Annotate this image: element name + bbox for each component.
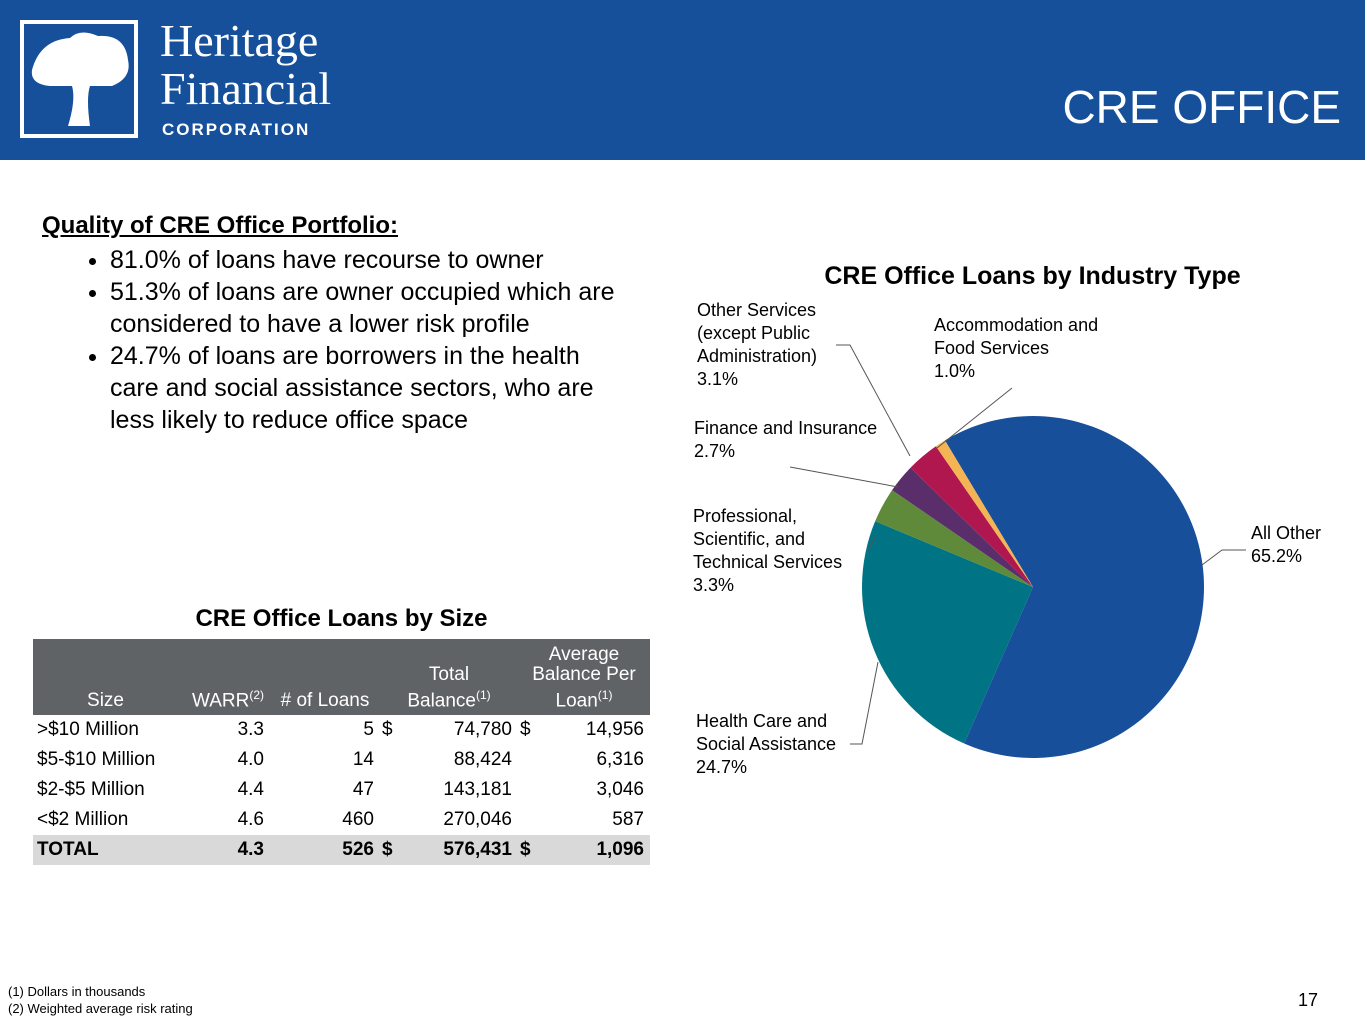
pie-label: Professional, Scientific, and Technical …	[693, 505, 858, 597]
table-cell: 3.3	[237, 719, 264, 740]
bullet: 24.7% of loans are borrowers in the heal…	[110, 340, 630, 436]
table-cell: 576,431	[398, 835, 518, 865]
header-text: Size	[87, 690, 124, 711]
leader-line	[789, 466, 899, 488]
pie-label-value: 3.1%	[697, 369, 739, 389]
pie-label-category: Other Services (except Public Administra…	[697, 300, 818, 366]
table-cell: 4.6	[237, 809, 264, 830]
logo-icon	[20, 20, 138, 138]
pie-label: Accommodation and Food Services 1.0%	[934, 314, 1104, 383]
pie-label-category: Professional, Scientific, and Technical …	[693, 506, 843, 572]
table-cell: 6,316	[596, 749, 644, 770]
bullet-list: 81.0% of loans have recourse to owner51.…	[78, 244, 630, 436]
pie-label: All Other 65.2%	[1251, 522, 1351, 568]
header-text: # of Loans	[280, 690, 370, 711]
pie-label-category: All Other	[1251, 523, 1322, 543]
header-note: (2)	[249, 687, 264, 702]
table-cell: 1,096	[536, 835, 650, 865]
logo-text: CORPORATION	[162, 120, 311, 139]
column-header: Total Balance(1)	[380, 639, 518, 715]
table-cell: $2-$5 Million	[37, 779, 145, 800]
header-text: Average Balance Per Loan	[532, 643, 636, 711]
table-title: CRE Office Loans by Size	[195, 605, 488, 632]
logo-text: Financial	[160, 63, 332, 114]
pie-slice	[910, 446, 1033, 587]
table-cell: 270,046	[443, 809, 512, 830]
pie-label-category: Health Care and Social Assistance	[696, 711, 837, 754]
table-cell: 4.3	[178, 835, 270, 865]
table-cell: 5	[363, 719, 374, 740]
pie-slice	[935, 440, 1033, 587]
table-cell: 587	[612, 809, 644, 830]
table-cell: 14	[352, 749, 374, 770]
table-cell: 4.0	[237, 749, 264, 770]
footnotes: (1) Dollars in thousands (2) Weighted ave…	[8, 983, 193, 1017]
leader-line	[867, 535, 877, 551]
leader-line	[836, 344, 911, 457]
leader-line	[1201, 549, 1246, 566]
table-cell: 14,956	[585, 719, 644, 740]
loans-table: Size WARR(2) # of Loans Total Balance(1) Ave…	[33, 639, 650, 865]
pie-label-value: 1.0%	[934, 361, 976, 381]
pie-label-value: 3.3%	[693, 575, 735, 595]
table-row: >$10 Million 3.3 5 $74,780 $14,956	[33, 715, 650, 745]
footnote: (1) Dollars in thousands	[8, 984, 146, 999]
pie-slice	[944, 416, 1204, 758]
header-text: Total Balance	[407, 663, 476, 711]
header-text: WARR	[191, 690, 250, 711]
table-cell: 47	[352, 779, 374, 800]
pie-slice	[861, 521, 1033, 744]
table-cell: 460	[342, 809, 374, 830]
pie-label: Finance and Insurance 2.7%	[694, 417, 894, 463]
table-row: $5-$10 Million 4.0 14 88,424 6,316	[33, 745, 650, 775]
table-cell: <$2 Million	[37, 809, 129, 830]
table-cell: 143,181	[443, 779, 512, 800]
table-cell: $	[518, 835, 536, 865]
table-cell: 3,046	[596, 779, 644, 800]
table-cell: 4.4	[237, 779, 264, 800]
table-cell: $	[380, 835, 398, 865]
pie-label-value: 2.7%	[694, 441, 736, 461]
table-cell: 74,780	[453, 719, 512, 740]
pie-label-category: Accommodation and Food Services	[934, 315, 1099, 358]
table-cell: TOTAL	[33, 835, 178, 865]
table-row: $2-$5 Million 4.4 47 143,181 3,046	[33, 775, 650, 805]
chart-title: CRE Office Loans by Industry Type	[824, 262, 1241, 290]
column-header: WARR(2)	[178, 639, 270, 715]
logo-text: Heritage	[160, 15, 319, 66]
slide-title: CRE OFFICE	[1062, 81, 1341, 133]
bullet: 51.3% of loans are owner occupied which …	[110, 276, 630, 340]
table-cell: 88,424	[453, 749, 512, 770]
header-note: (1)	[597, 687, 613, 702]
pie-label: Other Services (except Public Administra…	[697, 299, 847, 391]
footnote: (2) Weighted average risk rating	[8, 1001, 193, 1016]
table-row: TOTAL 4.3 526 $576,431 $1,096	[33, 835, 650, 865]
table-cell: $5-$10 Million	[37, 749, 156, 770]
table-cell: $	[520, 719, 531, 740]
table-row: <$2 Million 4.6 460 270,046 587	[33, 805, 650, 835]
leader-line	[936, 387, 1013, 449]
pie-label: Health Care and Social Assistance 24.7%	[696, 710, 856, 779]
column-header: Size	[33, 639, 178, 715]
header-band: Heritage Financial CORPORATION CRE OFFIC…	[0, 0, 1365, 160]
table-cell: $	[382, 719, 393, 740]
pie-slice	[892, 467, 1033, 587]
pie-label-value: 65.2%	[1251, 546, 1303, 566]
header-note: (1)	[476, 687, 491, 702]
section-heading: Quality of CRE Office Portfolio:	[42, 212, 399, 239]
pie-slice	[875, 490, 1033, 587]
pie-label-value: 24.7%	[696, 757, 748, 777]
leader-line	[850, 661, 879, 745]
bullet: 81.0% of loans have recourse to owner	[110, 244, 630, 276]
page-number: 17	[1298, 990, 1319, 1010]
table-cell: 526	[270, 835, 380, 865]
column-header: Average Balance Per Loan(1)	[518, 639, 650, 715]
pie-label-category: Finance and Insurance	[694, 418, 878, 438]
column-header: # of Loans	[270, 639, 380, 715]
table-cell: >$10 Million	[37, 719, 139, 740]
